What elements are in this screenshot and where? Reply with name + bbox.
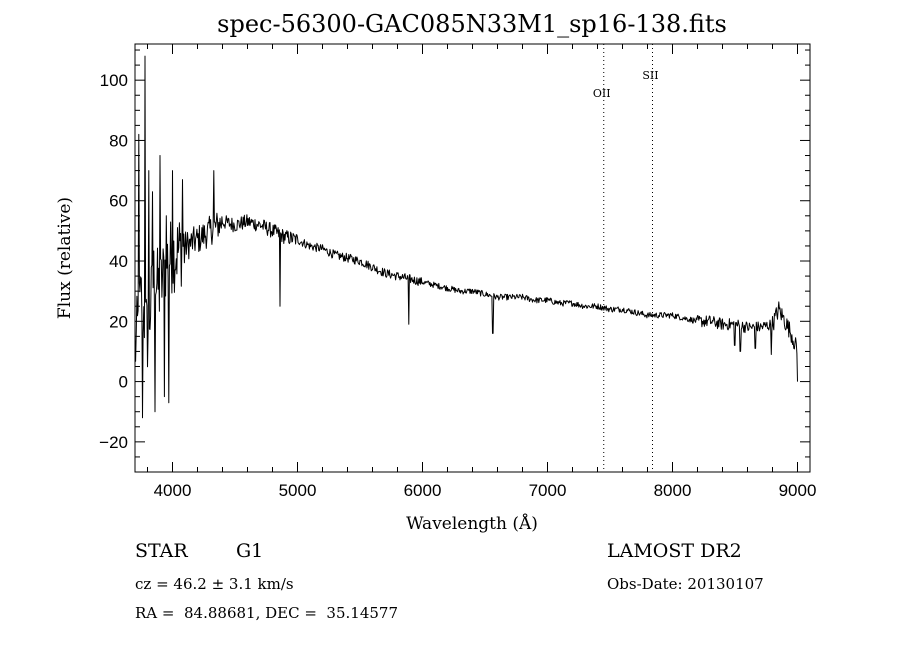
- x-tick-label: 8000: [654, 481, 692, 500]
- x-tick-label: 9000: [779, 481, 817, 500]
- y-tick-label: 80: [109, 131, 128, 150]
- survey-name: LAMOST DR2: [607, 540, 742, 562]
- chart-title: spec-56300-GAC085N33M1_sp16-138.fits: [217, 10, 727, 38]
- line-label-oii: OII: [593, 87, 611, 100]
- x-tick-label: 5000: [279, 481, 317, 500]
- spectrum-series-line: [134, 55, 798, 419]
- x-tick-label: 4000: [154, 481, 192, 500]
- y-tick-label: 60: [109, 192, 128, 211]
- axis-tick-labels: 4000 5000 6000 7000 8000 9000 −20 0 20 40 60 80 100: [99, 71, 816, 500]
- x-tick-label: 7000: [529, 481, 567, 500]
- object-subclass: G1: [236, 540, 264, 562]
- sky-coordinates: RA = 84.88681, DEC = 35.14577: [135, 604, 399, 622]
- emission-line-markers: OII SII: [593, 44, 659, 472]
- object-class: STAR: [135, 540, 188, 562]
- y-axis-label: Flux (relative): [55, 197, 75, 319]
- x-axis-label: Wavelength (Å): [406, 513, 538, 534]
- spectrum-line-group: [134, 55, 798, 419]
- x-tick-label: 6000: [404, 481, 442, 500]
- y-tick-label: 100: [100, 71, 128, 90]
- observation-date: Obs-Date: 20130107: [607, 575, 764, 593]
- axis-ticks: [135, 44, 810, 473]
- redshift-velocity: cz = 46.2 ± 3.1 km/s: [135, 575, 294, 593]
- y-tick-label: 0: [119, 373, 128, 392]
- line-label-sii: SII: [642, 69, 658, 82]
- plot-frame: [134, 43, 811, 473]
- y-tick-label: 20: [109, 312, 128, 331]
- y-tick-label: −20: [99, 433, 128, 452]
- y-tick-label: 40: [109, 252, 128, 271]
